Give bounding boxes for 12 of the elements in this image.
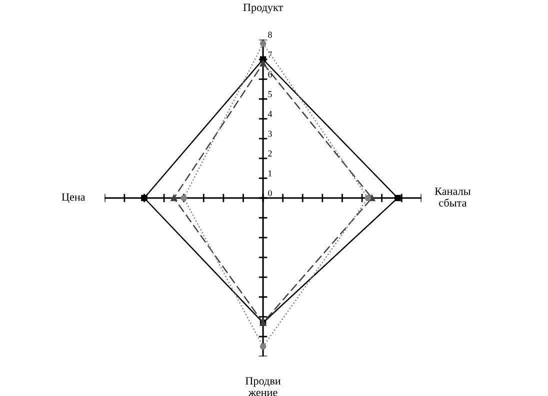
y-tick-label: 0 [268, 190, 272, 196]
y-tick-label: 2 [268, 150, 272, 156]
spoke-label: Каналы сбыта [434, 188, 471, 207]
spoke-label: Цена [62, 193, 86, 204]
y-tick-label: 5 [268, 91, 272, 98]
y-tick-label: 1 [268, 170, 272, 176]
y-tick-label: 3 [268, 130, 272, 137]
y-tick-label: 6 [268, 71, 272, 78]
spoke-label: Продви жение [246, 377, 281, 396]
y-tick-label: 8 [268, 32, 272, 38]
y-tick-label: 4 [268, 110, 272, 117]
spoke-label: Продукт [243, 4, 283, 14]
